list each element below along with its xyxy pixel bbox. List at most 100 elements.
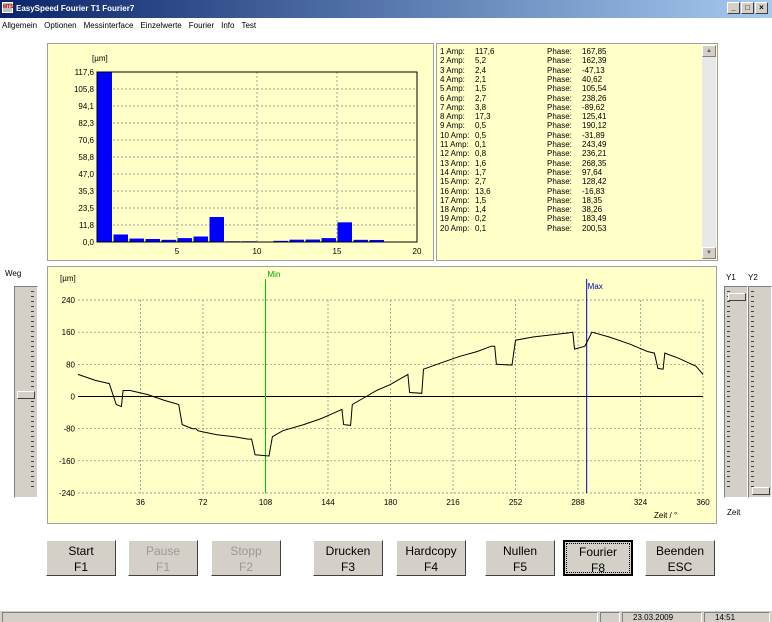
fourier-row-phase: 238,26	[582, 93, 607, 103]
fourier-row-plab: Phase:	[547, 140, 572, 149]
fourier-coefficients-list[interactable]: 1 Amp: 117,6 Phase: 167,85 2 Amp: 5,2 Phase: 16…	[436, 43, 718, 261]
waveform-x-tick: 180	[384, 498, 398, 507]
fourier-row-label: 17 Amp:	[440, 195, 470, 205]
minimize-icon[interactable]: _	[727, 2, 740, 14]
menu-einzelwerte[interactable]: Einzelwerte	[140, 21, 182, 30]
spectrum-y-tick: 70,6	[78, 136, 94, 145]
weg-slider-thumb[interactable]	[17, 391, 35, 399]
waveform-x-tick: 72	[199, 498, 208, 507]
weg-slider[interactable]	[14, 286, 38, 498]
spectrum-bar	[369, 239, 384, 242]
stopp-button-label: Stopp	[230, 544, 262, 558]
fourier-row-amp: 0,2	[475, 214, 487, 224]
spectrum-x-tick: 10	[253, 247, 262, 256]
start-button[interactable]: Start F1	[46, 540, 116, 576]
waveform-x-tick: 252	[509, 498, 523, 507]
max-marker-label: Max	[588, 282, 603, 291]
fourier-row-plab: Phase:	[547, 149, 572, 159]
menu-messinterface[interactable]: Messinterface	[83, 21, 134, 30]
fourier-row-phase: 236,21	[582, 149, 607, 159]
waveform-y-tick: 0	[71, 393, 76, 402]
waveform-x-tick: 360	[696, 498, 710, 507]
fourier-row-plab: Phase:	[547, 186, 572, 196]
waveform-y-tick: 160	[62, 328, 76, 337]
y1-label: Y1	[726, 273, 736, 282]
waveform-x-tick: 108	[259, 498, 273, 507]
fourier-row-label: 12 Amp:	[440, 149, 470, 159]
beenden-button-label: Beenden	[655, 544, 705, 558]
fourier-row-label: 9 Amp:	[440, 121, 465, 131]
list-scrollbar[interactable]: ▲ ▼	[702, 45, 716, 259]
pause-button-key: F1	[155, 560, 170, 574]
menu-info[interactable]: Info	[221, 21, 235, 30]
scroll-down-icon[interactable]: ▼	[702, 247, 716, 259]
menu-test[interactable]: Test	[241, 21, 257, 30]
close-icon[interactable]: ×	[755, 2, 768, 14]
menu-allgemein[interactable]: Allgemein	[2, 21, 38, 30]
status-time: 14:51	[704, 612, 770, 622]
stopp-button[interactable]: Stopp F2	[211, 540, 281, 576]
y1-slider-thumb[interactable]	[728, 293, 746, 301]
fourier-row-phase: 38,26	[582, 205, 603, 215]
menu-optionen[interactable]: Optionen	[44, 21, 77, 30]
spectrum-bar	[209, 216, 224, 242]
waveform-panel: [µm] 240 160 80 0 -80 -160 -240 36 72 108 144 180 2…	[47, 266, 717, 524]
fourier-row-phase: 167,85	[582, 47, 607, 56]
stopp-button-key: F2	[238, 560, 253, 574]
fourier-row-phase: 18,35	[582, 195, 603, 205]
waveform-x-tick: 36	[136, 498, 145, 507]
fourier-row-plab: Phase:	[547, 84, 572, 94]
spectrum-bar	[273, 240, 288, 242]
waveform-line	[77, 331, 704, 457]
app-icon[interactable]: MTS	[2, 2, 14, 13]
fourier-row-plab: Phase:	[547, 121, 572, 131]
spectrum-bar	[337, 222, 352, 242]
hardcopy-button-label: Hardcopy	[405, 544, 457, 558]
y2-slider-thumb[interactable]	[752, 487, 770, 495]
fourier-row-amp: 2,1	[475, 74, 487, 84]
status-main	[2, 612, 598, 622]
fourier-row-amp: 1,5	[475, 84, 487, 94]
fourier-row-plab: Phase:	[547, 130, 572, 140]
spectrum-bar	[161, 239, 176, 242]
maximize-icon[interactable]: □	[741, 2, 754, 14]
spectrum-bar	[193, 236, 208, 242]
fourier-row-phase: -16,83	[582, 186, 605, 196]
beenden-button[interactable]: Beenden ESC	[645, 540, 715, 576]
fourier-row-amp: 0,5	[475, 130, 487, 140]
spectrum-bar	[145, 238, 160, 242]
spectrum-y-tick: 58,8	[78, 153, 94, 162]
spectrum-bar	[177, 238, 192, 242]
y1-slider[interactable]	[724, 286, 748, 498]
waveform-y-tick: -80	[63, 425, 75, 434]
fourier-row-label: 20 Amp:	[440, 223, 470, 233]
pause-button[interactable]: Pause F1	[128, 540, 198, 576]
fourier-button[interactable]: Fourier F8	[563, 540, 633, 576]
beenden-button-key: ESC	[667, 560, 693, 574]
weg-label: Weg	[5, 269, 22, 278]
scroll-up-icon[interactable]: ▲	[702, 45, 716, 57]
waveform-x-tick: 324	[634, 498, 648, 507]
fourier-row-amp: 17,3	[475, 112, 491, 122]
nullen-button[interactable]: Nullen F5	[485, 540, 555, 576]
spectrum-chart: [µm] 117,6 105,8 94,1 82,3 70,6 58,8 47,0 35,3 2…	[74, 54, 422, 256]
fourier-row-label: 3 Amp:	[440, 65, 465, 75]
window-controls: _ □ ×	[727, 2, 768, 14]
fourier-row-phase: 162,39	[582, 56, 607, 66]
hardcopy-button[interactable]: Hardcopy F4	[396, 540, 466, 576]
spectrum-x-tick: 5	[175, 247, 180, 256]
fourier-row-phase: 268,35	[582, 158, 607, 168]
fourier-row-phase: 200,53	[582, 223, 607, 233]
drucken-button-key: F3	[340, 560, 355, 574]
fourier-row-phase: 97,64	[582, 167, 603, 177]
spectrum-y-tick: 11,8	[79, 221, 95, 230]
spectrum-y-tick: 105,8	[74, 85, 95, 94]
y2-slider[interactable]	[748, 286, 772, 498]
fourier-row-amp: 2,4	[475, 65, 487, 75]
menu-fourier[interactable]: Fourier	[188, 21, 215, 30]
fourier-row-amp: 0,5	[475, 121, 487, 131]
fourier-row-plab: Phase:	[547, 56, 572, 66]
spectrum-x-ticks: 5 10 15 20	[175, 247, 422, 256]
spectrum-bars	[97, 72, 416, 243]
drucken-button[interactable]: Drucken F3	[313, 540, 383, 576]
